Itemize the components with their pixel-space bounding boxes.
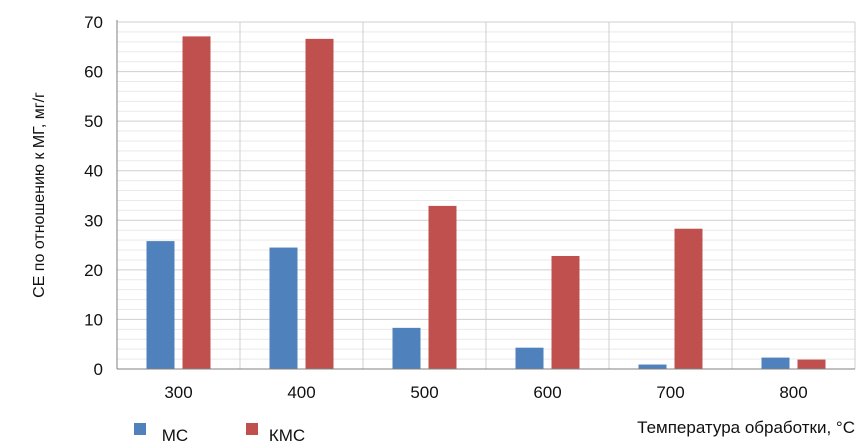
legend: МС КМС (134, 423, 305, 445)
legend-swatch (134, 423, 146, 435)
bar-ms-600 (515, 347, 544, 369)
y-tick-label: 0 (94, 360, 103, 379)
legend-label: МС (162, 426, 188, 443)
bars (146, 36, 826, 370)
y-tick-label: 40 (84, 162, 103, 181)
bar-kms-700 (674, 228, 703, 369)
bar-ms-300 (146, 241, 175, 369)
x-axis-title: Температура обработки, °C (637, 418, 855, 437)
grid (116, 21, 856, 370)
bar-ms-500 (392, 327, 421, 369)
y-tick-label: 60 (84, 63, 103, 82)
y-tick-label: 30 (84, 211, 103, 230)
y-tick-label: 70 (84, 13, 103, 32)
x-tick-label: 600 (533, 383, 561, 402)
bar-kms-300 (182, 36, 211, 370)
bar-kms-500 (428, 205, 457, 369)
bar-kms-600 (551, 255, 580, 369)
x-tick-label: 700 (656, 383, 684, 402)
bar-kms-400 (305, 38, 334, 370)
legend-swatch (246, 423, 258, 435)
bar-ms-400 (269, 247, 298, 369)
legend-label: КМС (269, 426, 305, 443)
y-axis-title: CE по отношению к МГ, мг/г (31, 92, 48, 298)
x-tick-label: 300 (164, 383, 192, 402)
bar-ms-800 (761, 357, 790, 369)
axes: 0 10 20 30 40 50 60 70 300 400 500 600 700 800 (84, 13, 855, 402)
x-tick-label: 500 (410, 383, 438, 402)
bar-kms-800 (797, 359, 826, 369)
y-tick-label: 20 (84, 261, 103, 280)
x-tick-label: 400 (287, 383, 315, 402)
x-tick-label: 800 (779, 383, 807, 402)
y-tick-label: 10 (84, 310, 103, 329)
y-tick-label: 50 (84, 112, 103, 131)
bar-ms-700 (638, 364, 667, 369)
